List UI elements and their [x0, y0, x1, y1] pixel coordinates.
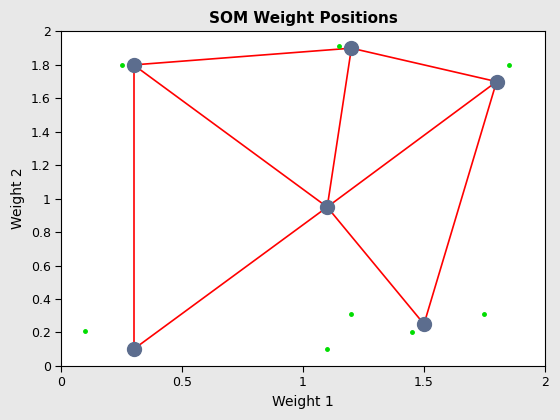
X-axis label: Weight 1: Weight 1 — [272, 395, 334, 409]
Y-axis label: Weight 2: Weight 2 — [11, 168, 25, 229]
Title: SOM Weight Positions: SOM Weight Positions — [208, 11, 398, 26]
